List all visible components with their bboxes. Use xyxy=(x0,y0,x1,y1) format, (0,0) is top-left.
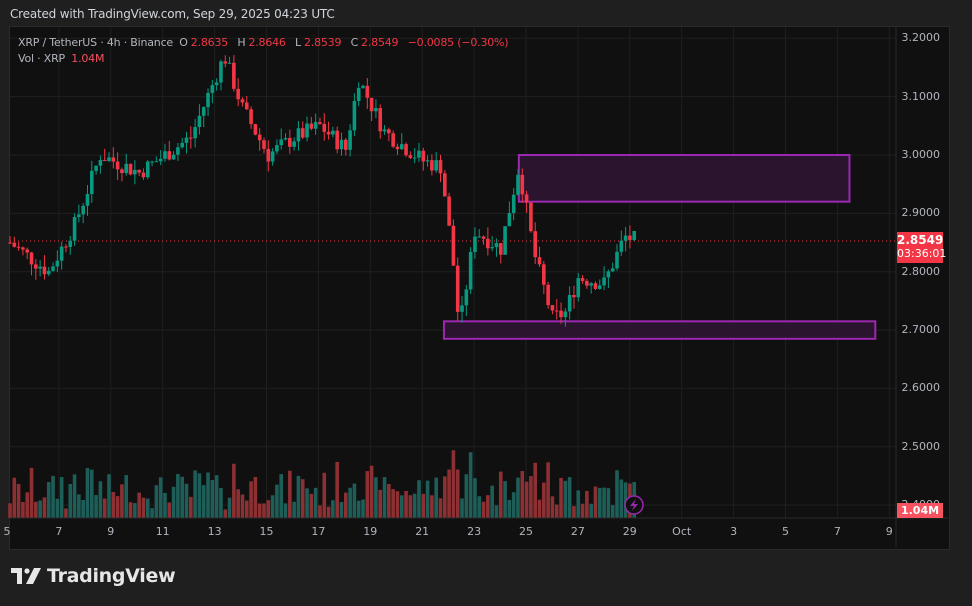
time-tick: 11 xyxy=(155,525,170,538)
change-value: −0.0085 (−0.30%) xyxy=(407,36,509,49)
price-tick: 2.9000 xyxy=(901,206,941,220)
volume-label[interactable]: Vol · XRP xyxy=(18,52,65,65)
time-tick: 3 xyxy=(730,525,738,538)
time-tick: 9 xyxy=(885,525,893,538)
time-tick: 7 xyxy=(55,525,63,538)
chart-frame[interactable] xyxy=(9,26,950,550)
volume-bars xyxy=(8,450,637,518)
created-with-credit: Created with TradingView.com, Sep 29, 20… xyxy=(10,7,335,21)
time-tick: 23 xyxy=(467,525,482,538)
open-value: 2.8635 xyxy=(190,36,229,49)
price-tick: 2.5000 xyxy=(901,439,941,453)
time-tick: 25 xyxy=(519,525,533,538)
price-tick: 3.2000 xyxy=(901,31,941,45)
time-tick: 13 xyxy=(207,525,222,538)
symbol-title[interactable]: XRP / TetherUS · 4h · Binance xyxy=(18,36,173,49)
current-price-badge: 2.8549 03:36:01 xyxy=(897,232,947,263)
volume-row: Vol · XRP 1.04M xyxy=(18,51,511,67)
tradingview-logo[interactable]: TradingView xyxy=(11,565,176,587)
price-tick: 3.0000 xyxy=(901,148,941,161)
time-tick: 15 xyxy=(259,525,274,538)
volume-value: 1.04M xyxy=(71,52,105,65)
time-tick: 29 xyxy=(622,525,637,538)
time-tick: 19 xyxy=(363,525,378,538)
zones xyxy=(442,154,877,340)
price-tick: 2.6000 xyxy=(901,381,941,395)
price-tick: 2.7000 xyxy=(901,323,941,337)
resistance-zone[interactable] xyxy=(517,154,851,203)
brand-name: TradingView xyxy=(47,565,176,587)
volume-badge: 1.04M xyxy=(897,503,943,518)
close-value: 2.8549 xyxy=(361,36,399,49)
time-tick: 5 xyxy=(782,525,789,538)
lightning-icon[interactable] xyxy=(624,495,644,515)
price-tick: 3.1000 xyxy=(901,89,941,103)
candles xyxy=(8,55,637,327)
time-tick: 7 xyxy=(833,525,841,538)
time-tick: 17 xyxy=(311,525,326,538)
high-value: 2.8646 xyxy=(248,36,286,49)
price-tick: 2.8000 xyxy=(901,264,941,278)
time-tick: 5 xyxy=(3,525,11,538)
support-zone[interactable] xyxy=(442,320,877,340)
grid-lines xyxy=(6,27,896,518)
time-tick: 9 xyxy=(107,525,115,538)
time-tick: 27 xyxy=(570,525,585,538)
time-tick: 21 xyxy=(415,525,430,538)
tradingview-logo-icon xyxy=(11,568,41,584)
bar-countdown: 03:36:01 xyxy=(897,247,947,260)
time-tick: Oct xyxy=(672,525,692,538)
low-value: 2.8539 xyxy=(303,36,342,49)
